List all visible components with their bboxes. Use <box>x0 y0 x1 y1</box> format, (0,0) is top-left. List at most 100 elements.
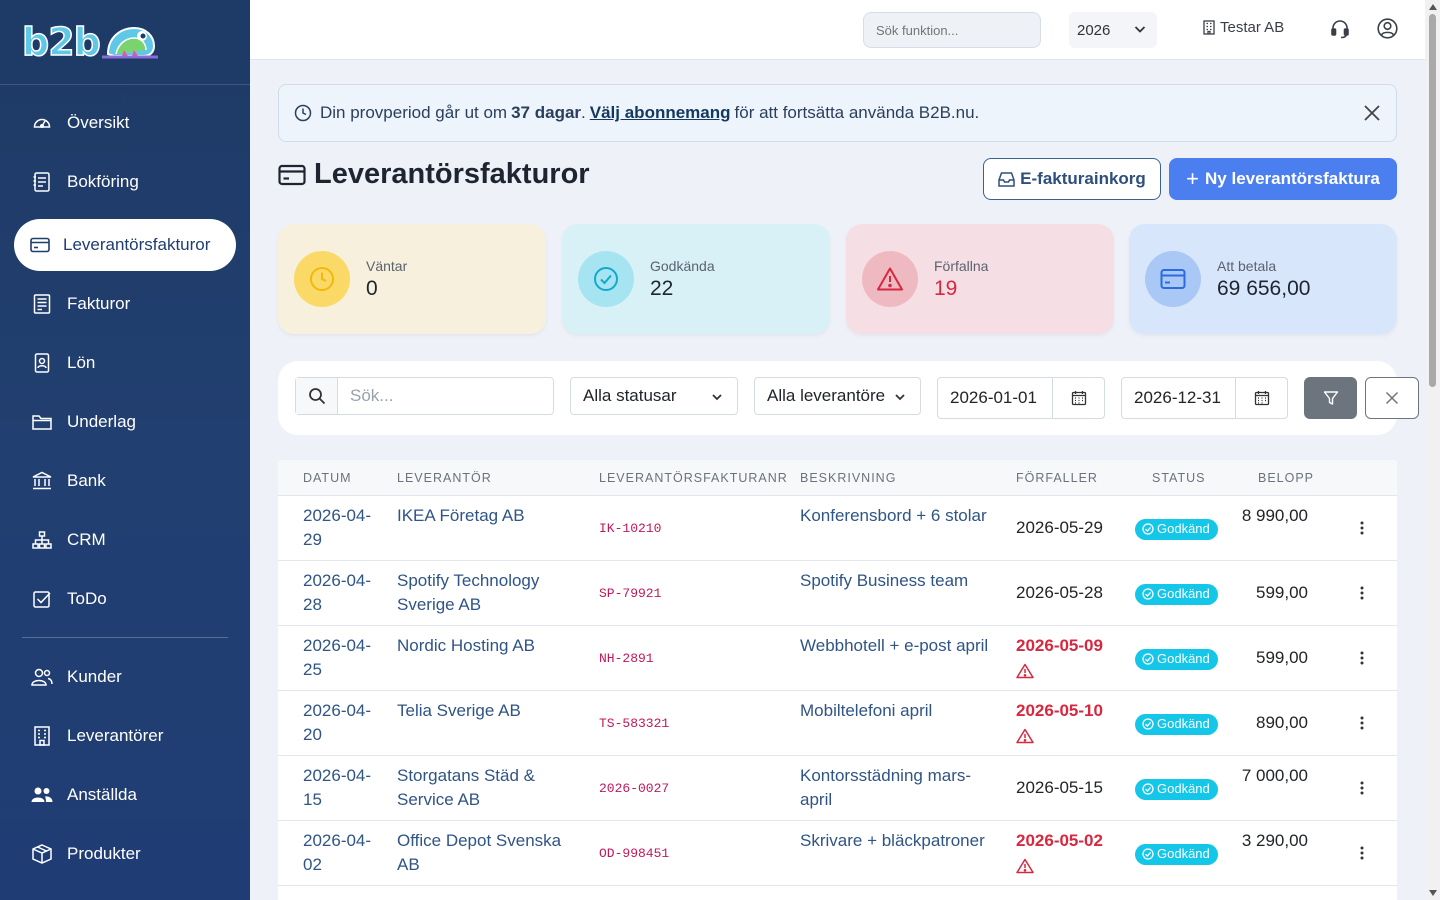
sidebar-item-label: Kunder <box>67 667 122 686</box>
table-body: 2026-04-29 IKEA Företag AB IK-10210 Konf… <box>278 496 1397 886</box>
new-supplier-invoice-button[interactable]: + Ny leverantörsfaktura <box>1169 158 1397 200</box>
invoice-description[interactable]: Mobiltelefoni april <box>800 701 933 720</box>
page-title-text: Leverantörsfakturor <box>314 158 590 190</box>
invoice-description[interactable]: Skrivare + bläckpatroner <box>800 831 985 850</box>
brand-logo[interactable]: b2b <box>21 20 250 64</box>
invoice-description[interactable]: Webbhotell + e-post april <box>800 636 989 655</box>
table-row[interactable]: 2026-04-29 IKEA Företag AB IK-10210 Konf… <box>278 496 1397 561</box>
sidebar-item-kunder[interactable]: Kunder <box>14 651 236 703</box>
sidebar-item-label: Fakturor <box>67 294 131 313</box>
date-from-value: 2026-01-01 <box>950 388 1037 407</box>
more-options-icon[interactable] <box>1356 843 1368 863</box>
invoice-date[interactable]: 2026-04-15 <box>303 766 372 809</box>
choose-subscription-link[interactable]: Välj abonnemang <box>589 103 731 122</box>
page-title: Leverantörsfakturor <box>278 158 590 191</box>
stat-label: Att betala <box>1217 257 1277 274</box>
column-header-due[interactable]: Förfaller <box>1016 471 1098 485</box>
date-from-field[interactable]: 2026-01-01 <box>937 377 1105 419</box>
function-search-input[interactable] <box>863 12 1041 48</box>
column-header-supplier[interactable]: Leverantör <box>397 471 492 485</box>
table-row[interactable]: 2026-04-25 Nordic Hosting AB NH-2891 Web… <box>278 626 1397 691</box>
year-select[interactable]: 2026 <box>1069 12 1157 48</box>
sidebar-item-crm[interactable]: CRM <box>14 514 236 566</box>
table-row[interactable]: 2026-04-28 Spotify Technology Sverige AB… <box>278 561 1397 626</box>
supplier-name[interactable]: Telia Sverige AB <box>397 701 521 720</box>
sidebar-item-underlag[interactable]: Underlag <box>14 396 236 448</box>
sidebar-item-oversikt[interactable]: Översikt <box>14 97 236 149</box>
scroll-up-arrow-icon[interactable] <box>1429 4 1437 10</box>
sidebar-item-lon[interactable]: Lön <box>14 337 236 389</box>
status-filter-select[interactable]: Alla statusar <box>570 377 738 415</box>
headset-icon[interactable] <box>1330 19 1350 39</box>
invoice-search-input[interactable] <box>338 378 538 414</box>
supplier-name[interactable]: Nordic Hosting AB <box>397 636 535 655</box>
banner-text-before: Din provperiod går ut om <box>320 103 508 122</box>
table-row[interactable]: 2026-04-15 Storgatans Städ & Service AB … <box>278 756 1397 821</box>
sidebar-item-fakturor[interactable]: Fakturor <box>14 278 236 330</box>
supplier-name[interactable]: Office Depot Svenska AB <box>397 831 562 874</box>
sidebar-item-bank[interactable]: Bank <box>14 455 236 507</box>
stat-card-approved[interactable]: Godkända 22 <box>562 224 830 334</box>
more-options-icon[interactable] <box>1356 778 1368 798</box>
invoice-description[interactable]: Konferensbord + 6 stolar <box>800 506 987 525</box>
invoice-number: IK-10210 <box>599 521 662 536</box>
stat-card-pending[interactable]: Väntar 0 <box>278 224 546 334</box>
status-text: Godkänd <box>1157 586 1210 601</box>
supplier-filter-select[interactable]: Alla leverantöre <box>754 377 921 415</box>
column-header-amount[interactable]: Belopp <box>1258 471 1315 485</box>
building-icon <box>1203 20 1215 35</box>
invoice-date[interactable]: 2026-04-25 <box>303 636 372 679</box>
table-row[interactable]: 2026-04-20 Telia Sverige AB TS-583321 Mo… <box>278 691 1397 756</box>
invoice-amount: 3 290,00 <box>1241 831 1308 850</box>
apply-filter-button[interactable] <box>1304 377 1357 419</box>
check-circle-icon <box>1142 718 1154 730</box>
sidebar-item-produkter[interactable]: Produkter <box>14 828 236 880</box>
warning-icon <box>1016 723 1103 747</box>
user-circle-icon[interactable] <box>1377 18 1398 39</box>
sidebar-item-leverantorer[interactable]: Leverantörer <box>14 710 236 762</box>
column-header-description[interactable]: Beskrivning <box>800 471 897 485</box>
status-badge: Godkänd <box>1135 843 1218 865</box>
invoice-date[interactable]: 2026-04-02 <box>303 831 372 874</box>
invoice-description[interactable]: Spotify Business team <box>800 571 969 590</box>
sidebar-item-leverantorsfakturor[interactable]: Leverantörsfakturor <box>14 219 236 271</box>
supplier-name[interactable]: Storgatans Städ & Service AB <box>397 766 535 809</box>
date-to-field[interactable]: 2026-12-31 <box>1121 377 1288 419</box>
scroll-thumb[interactable] <box>1429 14 1436 387</box>
company-selector[interactable]: Testar AB <box>1203 19 1284 36</box>
e-invoice-inbox-button[interactable]: E-fakturainkorg <box>983 158 1161 200</box>
column-header-status[interactable]: Status <box>1152 471 1206 485</box>
column-header-invoice-number[interactable]: Leverantörsfakturanr <box>599 471 788 485</box>
more-options-icon[interactable] <box>1356 518 1368 538</box>
calendar-icon[interactable] <box>1052 378 1104 418</box>
column-header-date[interactable]: Datum <box>303 471 352 485</box>
more-options-icon[interactable] <box>1356 648 1368 668</box>
supplier-name[interactable]: IKEA Företag AB <box>397 506 525 525</box>
building-icon <box>31 725 53 747</box>
calendar-icon[interactable] <box>1235 378 1287 418</box>
close-icon[interactable] <box>1362 103 1382 123</box>
page-scrollbar[interactable] <box>1425 0 1440 900</box>
scroll-down-arrow-icon[interactable] <box>1429 890 1437 896</box>
stat-value: 22 <box>650 276 674 300</box>
invoice-description[interactable]: Kontorsstädning mars-april <box>800 766 972 809</box>
badge-icon <box>31 352 53 374</box>
sidebar-item-todo[interactable]: ToDo <box>14 573 236 625</box>
stat-card-overdue[interactable]: Förfallna 19 <box>846 224 1114 334</box>
stat-card-to-pay[interactable]: Att betala 69 656,00 <box>1129 224 1397 334</box>
logo-text: b2b <box>21 20 101 64</box>
more-options-icon[interactable] <box>1356 713 1368 733</box>
sidebar-item-bokforing[interactable]: Bokföring <box>14 156 236 208</box>
clear-filter-button[interactable] <box>1365 377 1419 419</box>
sidebar-item-label: Leverantörer <box>67 726 164 745</box>
sidebar-item-label: Lön <box>67 353 96 372</box>
more-options-icon[interactable] <box>1356 583 1368 603</box>
invoice-date[interactable]: 2026-04-29 <box>303 506 372 549</box>
plus-icon: + <box>1186 166 1200 191</box>
table-row[interactable]: 2026-04-02 Office Depot Svenska AB OD-99… <box>278 821 1397 886</box>
supplier-name[interactable]: Spotify Technology Sverige AB <box>397 571 540 614</box>
invoice-date[interactable]: 2026-04-28 <box>303 571 372 614</box>
sidebar-item-anstallda[interactable]: Anställda <box>14 769 236 821</box>
invoice-date[interactable]: 2026-04-20 <box>303 701 372 744</box>
invoice-amount: 7 000,00 <box>1241 766 1308 785</box>
